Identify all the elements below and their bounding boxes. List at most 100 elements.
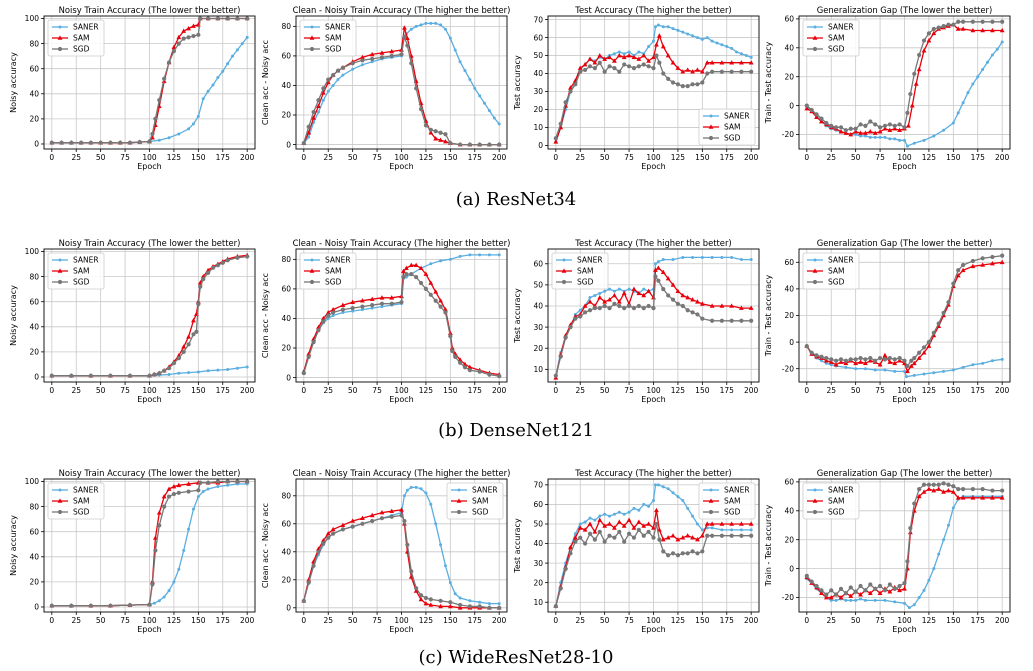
x-tick-label: 0	[804, 386, 809, 395]
x-tick-label: 175	[720, 386, 735, 395]
data-point-sam	[413, 262, 419, 268]
data-point-sgd	[458, 602, 463, 608]
data-point-saner	[598, 291, 602, 295]
data-point-sgd	[49, 373, 54, 378]
data-point-sgd	[834, 358, 839, 363]
data-point-sgd	[695, 312, 700, 317]
data-point-sgd	[990, 19, 995, 24]
data-point-sgd	[626, 303, 632, 309]
data-point-sgd	[69, 373, 74, 378]
data-point-saner	[893, 137, 897, 141]
data-point-sgd	[458, 142, 463, 147]
x-tick-label: 25	[323, 616, 333, 625]
data-point-saner	[478, 253, 482, 257]
data-point-sgd	[196, 302, 201, 307]
data-point-sgd	[433, 298, 438, 303]
data-point-sgd	[399, 300, 404, 305]
legend-marker-saner	[562, 258, 566, 262]
data-point-sgd	[946, 22, 951, 27]
data-point-sam	[926, 343, 932, 348]
data-point-sgd	[215, 479, 220, 484]
x-tick-label: 125	[671, 386, 686, 395]
data-point-sam	[897, 127, 903, 133]
data-point-sam	[651, 525, 656, 530]
data-point-sam	[990, 261, 995, 266]
data-point-sgd	[654, 521, 659, 527]
data-point-sgd	[809, 350, 814, 355]
data-point-sam	[597, 52, 603, 58]
data-point-saner	[226, 62, 230, 66]
x-tick-label: 25	[71, 153, 81, 162]
data-point-sam	[457, 605, 463, 610]
data-point-sam	[685, 67, 691, 72]
data-point-sam	[936, 486, 942, 491]
data-point-sgd	[467, 604, 472, 609]
data-point-sgd	[612, 535, 617, 540]
data-point-saner	[829, 363, 833, 367]
x-tick-label: 75	[875, 616, 885, 625]
data-point-sam	[729, 521, 735, 526]
data-point-sam	[819, 118, 824, 124]
data-point-sgd	[438, 130, 443, 135]
data-point-sgd	[597, 529, 602, 534]
data-point-saner	[622, 52, 626, 56]
data-point-sgd	[340, 527, 345, 532]
legend-label-saner: SANER	[828, 486, 854, 495]
data-point-sgd	[887, 582, 892, 587]
data-point-sgd	[653, 274, 658, 279]
data-point-sgd	[853, 589, 858, 594]
x-tick-label: 100	[646, 616, 661, 625]
data-point-sgd	[186, 35, 191, 40]
x-tick-label: 100	[897, 616, 912, 625]
data-point-sam	[438, 298, 443, 303]
data-point-sgd	[882, 357, 888, 362]
data-point-saner	[182, 549, 186, 553]
x-tick-label: 125	[167, 153, 182, 162]
data-point-sgd	[166, 494, 172, 499]
x-tick-label: 50	[348, 153, 358, 162]
data-point-sgd	[340, 65, 345, 70]
chart-title: Clean - Noisy Train Accuracy (The higher…	[293, 238, 511, 248]
chart-panel-0-2: 0 25 50 75 100 125 150 175 200 0 10 20 30 40 50 60 70 Tes…	[513, 5, 760, 171]
data-point-sam	[719, 303, 725, 308]
data-point-sgd	[245, 16, 250, 21]
data-point-sgd	[404, 272, 409, 277]
data-point-sgd	[147, 602, 152, 607]
data-point-saner	[487, 602, 491, 606]
data-point-sgd	[402, 34, 407, 39]
data-point-sam	[433, 289, 439, 294]
data-point-sgd	[118, 140, 123, 145]
data-point-saner	[873, 368, 877, 372]
data-point-sgd	[563, 100, 568, 105]
data-point-saner	[622, 512, 626, 516]
data-point-saner	[177, 371, 181, 375]
data-point-sgd	[814, 112, 819, 117]
legend-marker-saner	[709, 488, 713, 492]
data-point-saner	[245, 365, 249, 369]
legend-label-sgd: SGD	[73, 278, 90, 287]
y-axis-label: Train - Test accuracy	[764, 504, 773, 587]
data-point-sgd	[690, 310, 695, 315]
data-point-sgd	[370, 303, 375, 308]
data-point-saner	[942, 369, 946, 373]
chart-title: Generalization Gap (The lower the better…	[817, 468, 993, 478]
data-point-sgd	[409, 61, 414, 66]
data-point-sgd	[206, 270, 211, 275]
data-point-sam	[877, 362, 883, 367]
data-point-sgd	[680, 303, 685, 309]
data-point-sam	[690, 69, 695, 74]
data-point-sgd	[829, 588, 834, 593]
legend-label-sam: SAM	[724, 497, 741, 506]
data-point-sgd	[946, 300, 951, 305]
data-point-sgd	[651, 66, 656, 71]
x-tick-label: 25	[323, 153, 333, 162]
data-point-saner	[730, 528, 734, 532]
data-point-sgd	[592, 537, 597, 542]
data-point-saner	[922, 138, 926, 142]
data-point-saner	[912, 141, 916, 145]
y-tick-label: 0	[34, 373, 39, 382]
data-point-sgd	[306, 354, 311, 359]
data-point-sgd	[705, 71, 710, 76]
x-tick-label: 100	[142, 616, 157, 625]
